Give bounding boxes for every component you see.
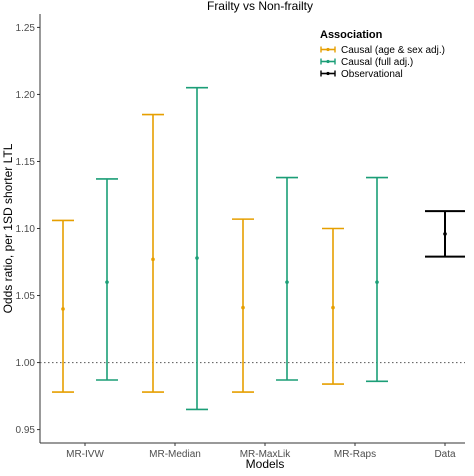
estimate-point (105, 280, 109, 284)
y-tick-label: 1.10 (16, 224, 36, 235)
estimate-point (443, 232, 447, 236)
errorbar-mr-maxlik (232, 218, 254, 393)
legend-title: Association (320, 29, 383, 41)
legend-item-label: Observational (341, 69, 403, 80)
legend-key-point (326, 47, 330, 52)
errorbar-data (425, 210, 465, 258)
legend-key-point (326, 71, 330, 76)
y-tick-label: 1.20 (16, 90, 36, 101)
x-tick-label: MR-IVW (66, 449, 104, 460)
estimate-point (151, 257, 155, 262)
errorbar-mr-ivw (52, 219, 74, 393)
x-tick-label: Data (434, 449, 456, 460)
errorbar-mr-raps (322, 227, 344, 385)
y-tick-label: 1.15 (16, 157, 36, 168)
estimate-point (61, 307, 65, 311)
x-axis-title: Models (246, 457, 285, 471)
x-tick-label: MR-Median (149, 449, 201, 460)
errorbar-mr-median (186, 86, 208, 411)
x-tick-label: MR-MaxLik (240, 449, 292, 460)
legend: Association Causal (age & sex adj.)Causa… (320, 29, 445, 80)
y-axis-title: Odds ratio, per 1SD shorter LTL (1, 143, 15, 313)
estimate-point (375, 280, 379, 284)
y-tick-label: 1.05 (16, 291, 36, 302)
errorbar-mr-raps (366, 176, 388, 383)
y-tick-label: 1.25 (16, 23, 36, 34)
legend-item-label: Causal (full adj.) (341, 57, 413, 68)
legend-item-label: Causal (age & sex adj.) (341, 45, 445, 56)
estimate-point (195, 256, 199, 260)
errorbar-mr-ivw (96, 178, 118, 381)
estimate-point (285, 280, 289, 284)
errorbar-mr-maxlik (276, 176, 298, 381)
estimate-point (241, 305, 245, 310)
errorbar-mr-median (142, 113, 164, 393)
x-tick-label: MR-Raps (334, 449, 376, 460)
y-tick-label: 0.95 (16, 425, 36, 436)
y-tick-label: 1.00 (16, 358, 36, 369)
legend-key-point (326, 59, 330, 64)
estimate-point (331, 305, 335, 310)
chart-title: Frailty vs Non-frailty (207, 0, 313, 13)
